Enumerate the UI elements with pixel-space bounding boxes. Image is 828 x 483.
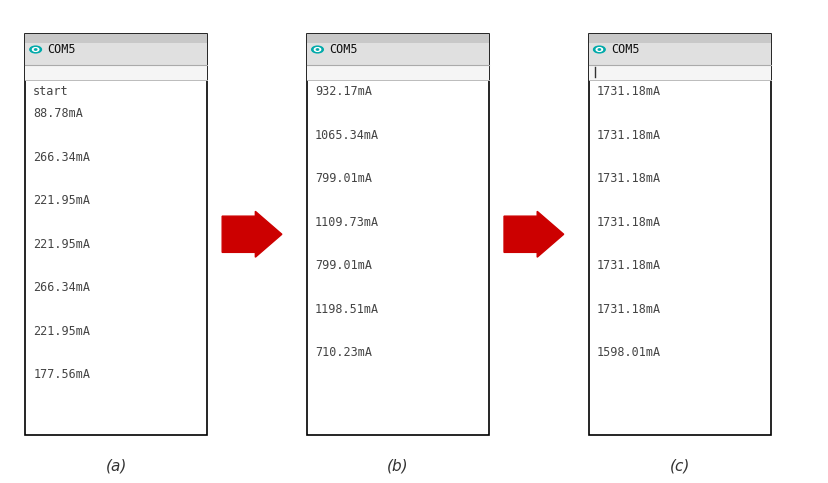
- Circle shape: [30, 46, 41, 53]
- Text: 932.17mA: 932.17mA: [315, 85, 372, 99]
- Bar: [306, 34, 489, 435]
- Text: COM5: COM5: [610, 43, 638, 56]
- Circle shape: [311, 46, 323, 53]
- Text: 1065.34mA: 1065.34mA: [315, 129, 378, 142]
- Text: 221.95mA: 221.95mA: [33, 238, 90, 251]
- Bar: [588, 34, 770, 43]
- Circle shape: [593, 46, 604, 53]
- Circle shape: [32, 48, 39, 51]
- FancyArrow shape: [222, 212, 282, 257]
- Text: 1731.18mA: 1731.18mA: [596, 303, 660, 316]
- Circle shape: [314, 48, 320, 51]
- Text: (a): (a): [105, 459, 127, 474]
- Bar: [25, 34, 207, 65]
- Text: 1731.18mA: 1731.18mA: [596, 172, 660, 185]
- FancyArrow shape: [503, 212, 563, 257]
- Text: 1198.51mA: 1198.51mA: [315, 303, 378, 316]
- Circle shape: [316, 49, 318, 50]
- Text: 1598.01mA: 1598.01mA: [596, 346, 660, 359]
- Text: 266.34mA: 266.34mA: [33, 151, 90, 164]
- Text: 177.56mA: 177.56mA: [33, 368, 90, 381]
- Bar: [588, 34, 770, 435]
- Bar: [588, 65, 770, 80]
- Text: 1731.18mA: 1731.18mA: [596, 259, 660, 272]
- Text: COM5: COM5: [329, 43, 357, 56]
- Bar: [306, 34, 489, 65]
- Text: start: start: [33, 85, 69, 99]
- Text: 221.95mA: 221.95mA: [33, 325, 90, 338]
- Text: 1731.18mA: 1731.18mA: [596, 216, 660, 229]
- Text: (b): (b): [387, 459, 408, 474]
- Bar: [306, 34, 489, 43]
- Bar: [25, 34, 207, 435]
- Text: 710.23mA: 710.23mA: [315, 346, 372, 359]
- Bar: [588, 34, 770, 65]
- Bar: [25, 65, 207, 80]
- Bar: [25, 34, 207, 43]
- Text: COM5: COM5: [47, 43, 75, 56]
- Circle shape: [35, 49, 36, 50]
- Text: 1731.18mA: 1731.18mA: [596, 129, 660, 142]
- Text: 1109.73mA: 1109.73mA: [315, 216, 378, 229]
- Text: 1731.18mA: 1731.18mA: [596, 85, 660, 99]
- Circle shape: [595, 48, 602, 51]
- Bar: [306, 65, 489, 80]
- Text: 88.78mA: 88.78mA: [33, 107, 83, 120]
- Text: 799.01mA: 799.01mA: [315, 172, 372, 185]
- Text: 799.01mA: 799.01mA: [315, 259, 372, 272]
- Text: 266.34mA: 266.34mA: [33, 281, 90, 294]
- Text: (c): (c): [669, 459, 689, 474]
- Text: 221.95mA: 221.95mA: [33, 194, 90, 207]
- Circle shape: [598, 49, 599, 50]
